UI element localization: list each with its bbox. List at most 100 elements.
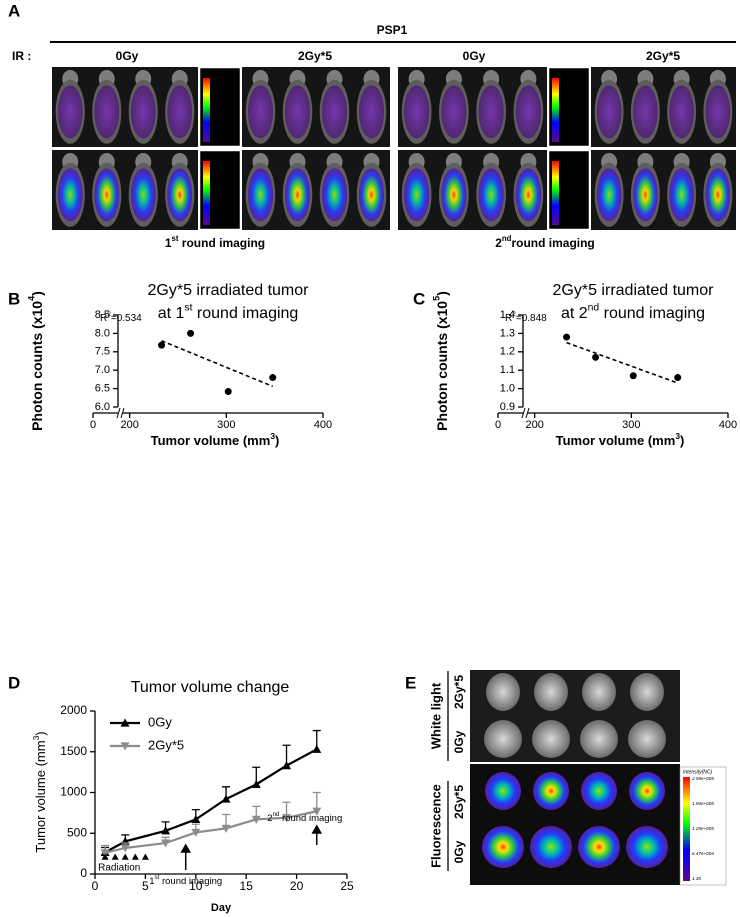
radiation-marker [131,853,139,860]
chart-title: 2Gy*5 irradiated tumor [553,282,715,299]
y-tick-label: 7.0 [95,364,110,376]
series-line [104,748,318,854]
colorbar-label: 1.94e+005 [692,801,714,806]
marker [282,761,292,770]
y-axis-label-part: ) [33,731,48,735]
legend-label: 2Gy*5 [148,737,184,752]
colorbar-label: 5.5e+003 [212,107,232,112]
imaging-label-part: 2 [267,813,272,824]
tumor-fluorescence [629,772,665,810]
annotation-part: R [100,313,107,324]
imaging-label-part: round imaging [279,813,342,824]
caption: 2ndround imaging [495,234,595,250]
y-axis-label: Tumor volume (mm3) [31,731,48,852]
x-axis-label: Tumor volume (mm3) [151,431,280,448]
chart-subtitle-part: st [184,302,192,313]
row-label: White light [428,682,443,749]
y-axis-label-part: 5 [432,296,442,301]
tumor-fluorescence [626,826,668,868]
signal [705,85,731,139]
group-label: PSP1 [377,23,408,37]
caption-part: 1 [165,236,172,250]
colorbar-title: Intensity(NC) [683,769,713,775]
caption: 1st round imaging [165,234,265,250]
chart-subtitle-part: round imaging [599,305,705,322]
signal [515,168,542,222]
signal [403,85,430,139]
signal [633,168,658,222]
signal [321,85,348,139]
group-label: 0Gy [452,730,466,753]
marker [161,826,171,835]
x-tick-label: 300 [622,419,640,431]
row-label: Fluorescence [428,784,443,868]
y-tick-label: 1.4 [500,309,515,321]
marker [100,849,110,858]
signal [57,168,83,222]
x-tick-label: 200 [120,419,138,431]
chart-subtitle-part: at 1 [158,305,185,322]
signal [57,85,83,139]
colorbar-label: 2.75e+003 [211,122,234,127]
axis-break [120,407,125,419]
imaging-arrow [311,824,323,845]
series-line [104,810,317,854]
colorbar-label: 1.27e+005 [561,92,583,97]
y-tick-label: 6.5 [95,383,110,395]
colorbar-label: 7.16 [561,137,570,142]
annotation-part: R [505,313,512,324]
data-point [629,372,637,380]
marker [221,824,231,833]
tumor-white-light [582,673,616,711]
y-tick-label: 7.5 [95,346,110,358]
colorbar-label: 2.21e+005 [560,160,583,165]
radiation-marker [101,853,109,860]
signal [247,85,274,139]
data-point [224,388,232,396]
colorbar-label: 3.2e+004 [212,205,232,210]
signal [321,168,348,222]
legend-label: 0Gy [148,714,172,729]
x-tick-label: 0 [90,419,96,431]
tumor-white-light [534,673,568,711]
group-label: 2Gy*5 [452,785,466,819]
caption-part: 2 [495,236,502,250]
signal [284,85,311,139]
x-tick-label: 5 [142,879,149,893]
condition-label: 0Gy [463,49,486,63]
y-axis-label-part: ) [29,291,45,296]
imaging-label-part: nd [273,811,280,818]
signal [596,168,622,222]
y-tick-label: 8.5 [95,309,110,321]
signal [167,168,193,222]
y-axis-label-part: ) [434,291,450,296]
y-tick-label: 1.2 [500,346,515,358]
legend-marker [120,718,130,727]
colorbar-label: 1.29e+005 [692,826,714,831]
signal [596,85,622,139]
caption-part: round imaging [178,236,265,250]
x-tick-label: 0 [495,419,501,431]
x-axis-label: Tumor volume (mm3) [556,431,685,448]
y-tick-label: 1.1 [500,364,515,376]
chart-subtitle: at 1st round imaging [158,302,299,322]
colorbar-label: 6.47e+004 [692,851,714,856]
group-label: 0Gy [452,840,466,863]
caption-part: round imaging [511,236,594,250]
colorbar-label: 7.16 [561,220,570,225]
colorbar-strip [683,777,690,881]
panel-label: E [405,673,416,692]
y-tick-label: 0 [80,866,87,880]
fit-line [161,340,274,388]
colorbar-label: 1.1e+004 [212,77,232,82]
panel-label: C [413,289,425,308]
signal [705,168,731,222]
signal [94,168,120,222]
data-point [674,374,682,382]
chart-subtitle-part: round imaging [192,305,298,322]
data-point [592,353,600,361]
x-tick-label: 15 [240,879,254,893]
colorbar-strip [552,161,559,225]
marker [282,814,292,823]
y-axis-label-part: 4 [27,295,37,301]
